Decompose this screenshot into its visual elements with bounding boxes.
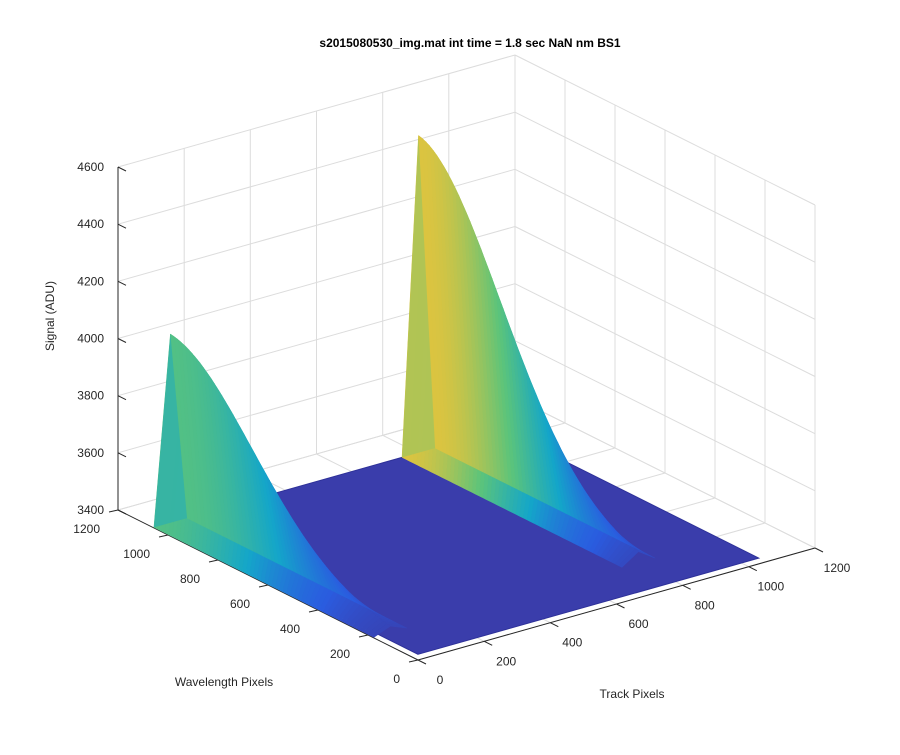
z-tick-label: 3800 — [77, 389, 104, 403]
y-tick-label: 200 — [330, 647, 350, 661]
side-wall-grid-line-z — [514, 168, 816, 320]
z-axis-label: Signal (ADU) — [43, 281, 57, 351]
y-tick-mark — [308, 609, 319, 613]
y-tick-label: 600 — [230, 597, 250, 611]
x-tick-mark — [814, 547, 824, 553]
y-axis-label: Wavelength Pixels — [175, 675, 273, 689]
z-tick-mark — [117, 509, 127, 515]
x-tick-mark — [550, 622, 559, 628]
peak-edge — [153, 334, 187, 528]
peak-ridge-2 — [401, 134, 656, 568]
z-tick-label: 3400 — [77, 503, 104, 517]
side-wall-grid-line-z — [514, 54, 816, 206]
peak-facet — [418, 134, 440, 451]
x-tick-mark — [616, 603, 625, 609]
z-tick-mark — [117, 166, 127, 172]
tick-label-layer: 0 200 400 600 800 1000 1200 0 200 400 600 800 1000 12… — [73, 160, 850, 687]
z-tick-mark — [117, 223, 127, 229]
x-axis-label: Track Pixels — [600, 687, 665, 701]
x-tick-label: 200 — [496, 654, 516, 668]
side-wall-grid-line-z — [514, 397, 816, 549]
y-tick-mark — [408, 659, 419, 663]
x-tick-label: 600 — [628, 617, 648, 631]
back-wall-grid-line-z — [117, 54, 516, 168]
x-tick-mark — [483, 640, 493, 646]
peak-ridge-1 — [153, 333, 408, 638]
x-tick-label: 800 — [695, 598, 715, 612]
side-wall-grid-line-z — [514, 111, 816, 263]
x-tick-label: 0 — [437, 673, 444, 687]
z-tick-mark — [117, 395, 127, 401]
back-wall-grid-line-z — [117, 111, 516, 225]
y-tick-mark — [258, 584, 269, 588]
x-tick-mark — [682, 584, 691, 590]
y-tick-mark — [158, 534, 169, 538]
axis-layer — [108, 166, 824, 665]
z-tick-label: 4000 — [77, 332, 104, 346]
z-tick-label: 4400 — [77, 217, 104, 231]
side-wall-grid-line-z — [514, 226, 816, 377]
z-tick-mark — [117, 280, 127, 286]
y-tick-mark — [108, 509, 119, 513]
y-tick-label: 1000 — [123, 547, 150, 561]
chart-title: s2015080530_img.mat int time = 1.8 sec N… — [319, 36, 620, 50]
y-tick-mark — [208, 559, 219, 563]
side-wall-grid-line-z — [514, 340, 816, 492]
z-tick-mark — [117, 338, 127, 343]
x-tick-label: 400 — [562, 636, 582, 650]
z-tick-label: 4200 — [77, 274, 104, 288]
x-tick-mark — [417, 659, 427, 665]
z-tick-label: 3600 — [77, 446, 104, 460]
x-tick-mark — [748, 566, 758, 572]
z-tick-label: 4600 — [77, 160, 104, 174]
y-tick-label: 0 — [393, 672, 400, 686]
surface-layer — [153, 134, 761, 655]
y-tick-label: 400 — [280, 622, 300, 636]
x-tick-label: 1200 — [824, 561, 851, 575]
side-wall-grid-line-z — [514, 283, 816, 435]
z-tick-mark — [117, 452, 127, 458]
peak-edge — [402, 135, 436, 458]
x-tick-label: 1000 — [757, 580, 784, 594]
y-tick-label: 1200 — [73, 522, 100, 536]
y-tick-label: 800 — [180, 572, 200, 586]
y-tick-mark — [358, 634, 369, 638]
